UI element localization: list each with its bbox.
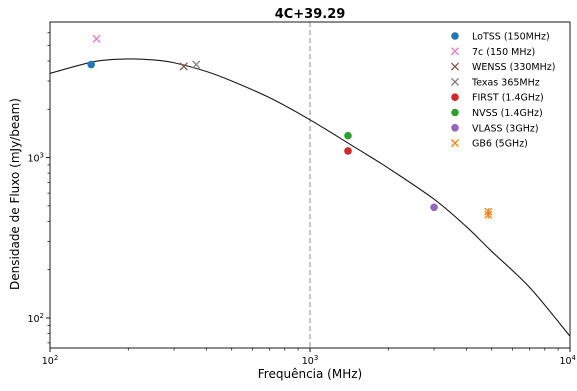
x-tick-label: 103 <box>302 354 319 367</box>
fit-curve <box>50 58 570 337</box>
legend-label: GB6 (5GHz) <box>472 139 528 150</box>
data-point <box>344 131 352 140</box>
y-axis-label: Densidade de Fluxo (mJy/beam) <box>8 98 22 290</box>
data-point <box>484 207 493 216</box>
axis-ticks: 102 103 104 102 103 <box>27 32 577 367</box>
legend-label: VLASS (3GHz) <box>472 123 539 134</box>
chart-title: 4C+39.29 <box>275 7 346 22</box>
legend-label: 7c (150 MHz) <box>472 47 535 58</box>
data-point <box>344 147 352 155</box>
plot-area <box>50 22 570 348</box>
x-axis-label: Frequência (MHz) <box>258 367 362 381</box>
data-point <box>430 203 438 212</box>
legend-label: NVSS (1.4GHz) <box>472 108 543 119</box>
legend-label: WENSS (330MHz) <box>472 62 555 73</box>
legend-marker <box>450 139 460 148</box>
legend-label: FIRST (1.4GHz) <box>472 93 544 104</box>
y-tick-label: 103 <box>27 152 44 165</box>
legend-marker <box>451 93 459 101</box>
legend-marker <box>451 108 459 117</box>
legend-label: LoTSS (150MHz) <box>472 32 550 43</box>
legend: LoTSS (150MHz) 7c (150 MHz) WENSS (330MHz)… <box>450 32 555 150</box>
legend-marker <box>451 32 459 40</box>
legend-marker <box>451 124 459 132</box>
data-point <box>87 60 95 69</box>
data-point <box>92 34 101 43</box>
x-tick-label: 104 <box>559 354 576 367</box>
x-tick-label: 102 <box>42 354 59 367</box>
legend-marker <box>450 62 460 71</box>
data-point <box>179 62 188 71</box>
legend-label: Texas 365MHz <box>471 77 540 88</box>
legend-marker <box>450 47 460 56</box>
data-point <box>192 60 201 69</box>
y-tick-label: 102 <box>27 312 44 325</box>
legend-marker <box>450 77 460 86</box>
